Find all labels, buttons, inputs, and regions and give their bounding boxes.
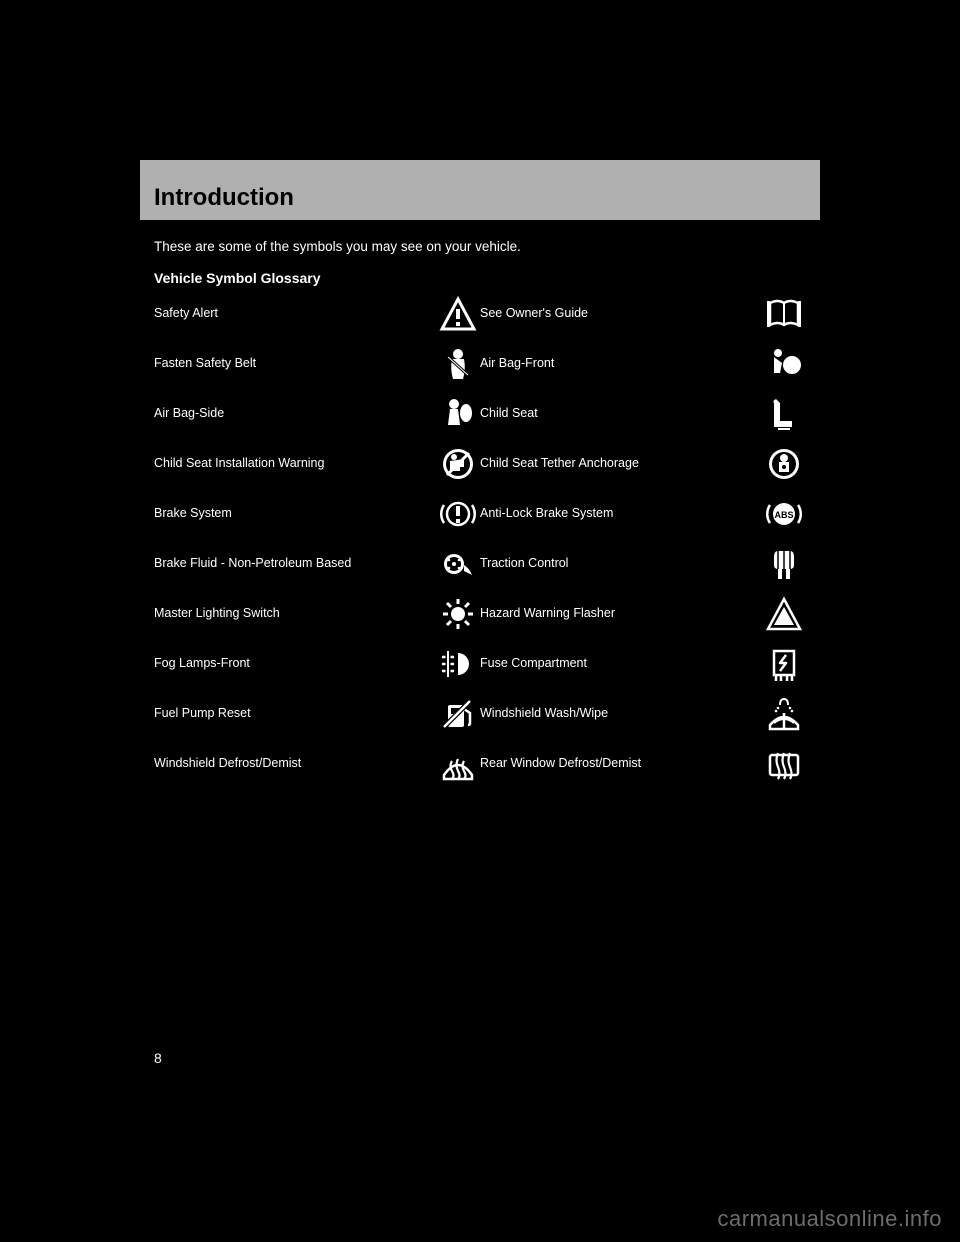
symbol-label: Anti-Lock Brake System bbox=[480, 506, 762, 522]
glossary-cell: Air Bag-Side bbox=[154, 392, 480, 436]
symbol-label: Air Bag-Side bbox=[154, 406, 436, 422]
glossary-cell: Anti-Lock Brake System bbox=[480, 492, 806, 536]
seatbelt-icon bbox=[436, 344, 480, 384]
glossary-cell: Rear Window Defrost/Demist bbox=[480, 742, 806, 786]
glossary-cell: Traction Control bbox=[480, 542, 806, 586]
hazard-icon bbox=[762, 594, 806, 634]
airbag-side-icon bbox=[436, 394, 480, 434]
watermark: carmanualsonline.info bbox=[717, 1206, 942, 1232]
glossary-cell: Fuse Compartment bbox=[480, 642, 806, 686]
child-seat-icon bbox=[762, 394, 806, 434]
glossary-cell: Fasten Safety Belt bbox=[154, 342, 480, 386]
fog-lamp-icon bbox=[436, 644, 480, 684]
glossary-row: Fuel Pump Reset Windshield Wash/Wipe bbox=[154, 692, 806, 736]
brake-fluid-icon bbox=[436, 544, 480, 584]
manual-page: Introduction These are some of the symbo… bbox=[140, 160, 820, 1080]
glossary-cell: Windshield Wash/Wipe bbox=[480, 692, 806, 736]
symbol-label: Windshield Defrost/Demist bbox=[154, 756, 436, 772]
glossary-cell: Fog Lamps-Front bbox=[154, 642, 480, 686]
glossary-cell: Air Bag-Front bbox=[480, 342, 806, 386]
wash-wipe-icon bbox=[762, 694, 806, 734]
glossary-cell: See Owner's Guide bbox=[480, 292, 806, 336]
fuse-icon bbox=[762, 644, 806, 684]
symbol-label: Fuel Pump Reset bbox=[154, 706, 436, 722]
glossary-cell: Hazard Warning Flasher bbox=[480, 592, 806, 636]
glossary-row: Windshield Defrost/Demist Rear Window Def… bbox=[154, 742, 806, 786]
airbag-front-icon bbox=[762, 344, 806, 384]
symbol-label: Fuse Compartment bbox=[480, 656, 762, 672]
glossary-row: Safety Alert See Owner's Guide bbox=[154, 292, 806, 336]
child-seat-warning-icon bbox=[436, 444, 480, 484]
symbol-label: Hazard Warning Flasher bbox=[480, 606, 762, 622]
intro-text: These are some of the symbols you may se… bbox=[140, 220, 820, 260]
glossary-cell: Master Lighting Switch bbox=[154, 592, 480, 636]
glossary-title: Vehicle Symbol Glossary bbox=[140, 260, 820, 292]
symbol-label: Air Bag-Front bbox=[480, 356, 762, 372]
defrost-rear-icon bbox=[762, 744, 806, 784]
glossary-row: Fasten Safety Belt Air Bag-Front bbox=[154, 342, 806, 386]
symbol-label: Brake Fluid - Non-Petroleum Based bbox=[154, 556, 436, 572]
traction-icon bbox=[762, 544, 806, 584]
fuel-reset-icon bbox=[436, 694, 480, 734]
glossary-row: Air Bag-Side Child Seat bbox=[154, 392, 806, 436]
glossary-cell: Windshield Defrost/Demist bbox=[154, 742, 480, 786]
glossary-table: Safety Alert See Owner's Guide Fasten Safe… bbox=[140, 292, 820, 786]
glossary-cell: Child Seat Installation Warning bbox=[154, 442, 480, 486]
defrost-front-icon bbox=[436, 744, 480, 784]
glossary-cell: Brake Fluid - Non-Petroleum Based bbox=[154, 542, 480, 586]
symbol-label: Child Seat Installation Warning bbox=[154, 456, 436, 472]
glossary-row: Brake Fluid - Non-Petroleum Based Tractio… bbox=[154, 542, 806, 586]
glossary-row: Master Lighting Switch Hazard Warning Fla… bbox=[154, 592, 806, 636]
glossary-cell: Fuel Pump Reset bbox=[154, 692, 480, 736]
glossary-cell: Safety Alert bbox=[154, 292, 480, 336]
symbol-label: Master Lighting Switch bbox=[154, 606, 436, 622]
symbol-label: Traction Control bbox=[480, 556, 762, 572]
symbol-label: Fasten Safety Belt bbox=[154, 356, 436, 372]
abs-icon bbox=[762, 494, 806, 534]
section-header: Introduction bbox=[140, 160, 820, 220]
warning-triangle-icon bbox=[436, 294, 480, 334]
glossary-row: Brake System Anti-Lock Brake System bbox=[154, 492, 806, 536]
symbol-label: Windshield Wash/Wipe bbox=[480, 706, 762, 722]
brake-icon bbox=[436, 494, 480, 534]
glossary-cell: Brake System bbox=[154, 492, 480, 536]
book-icon bbox=[762, 294, 806, 334]
tether-anchor-icon bbox=[762, 444, 806, 484]
symbol-label: Rear Window Defrost/Demist bbox=[480, 756, 762, 772]
glossary-row: Child Seat Installation Warning Child Sea… bbox=[154, 442, 806, 486]
glossary-row: Fog Lamps-Front Fuse Compartment bbox=[154, 642, 806, 686]
page-number: 8 bbox=[154, 1050, 162, 1066]
symbol-label: Fog Lamps-Front bbox=[154, 656, 436, 672]
symbol-label: Safety Alert bbox=[154, 306, 436, 322]
lighting-icon bbox=[436, 594, 480, 634]
glossary-cell: Child Seat bbox=[480, 392, 806, 436]
symbol-label: Child Seat Tether Anchorage bbox=[480, 456, 762, 472]
symbol-label: See Owner's Guide bbox=[480, 306, 762, 322]
symbol-label: Child Seat bbox=[480, 406, 762, 422]
section-title: Introduction bbox=[154, 184, 294, 212]
glossary-cell: Child Seat Tether Anchorage bbox=[480, 442, 806, 486]
symbol-label: Brake System bbox=[154, 506, 436, 522]
